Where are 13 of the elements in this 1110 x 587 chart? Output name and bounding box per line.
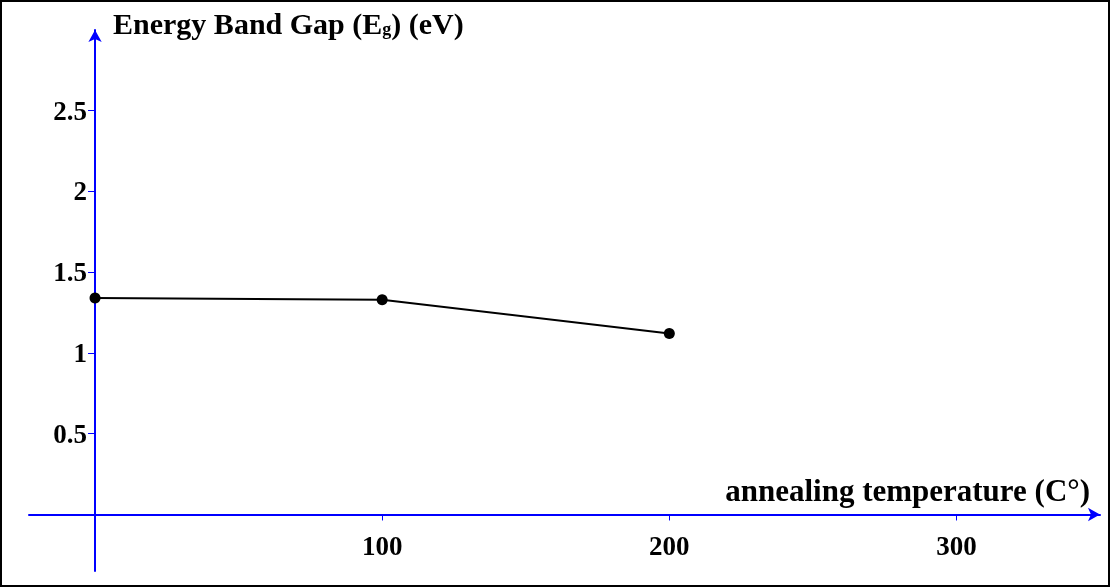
point xyxy=(376,294,388,306)
x-tick-label: 200 xyxy=(649,530,690,561)
y-tick-label: 2.5 xyxy=(53,95,88,126)
y-axis-title: Energy Band Gap (Eg) (eV) xyxy=(113,6,464,41)
point xyxy=(663,328,675,340)
y-tick-label: 0.5 xyxy=(53,418,88,449)
y-tick-label: 1 xyxy=(73,337,88,368)
y-tick-label: 1.5 xyxy=(53,257,88,288)
y-tick-label: 2 xyxy=(73,176,88,207)
x-tick-label: 300 xyxy=(936,530,977,561)
x-tick-label: 100 xyxy=(361,530,403,561)
x-axis-title: annealing temperature (C°) xyxy=(725,473,1090,509)
point xyxy=(89,292,101,304)
